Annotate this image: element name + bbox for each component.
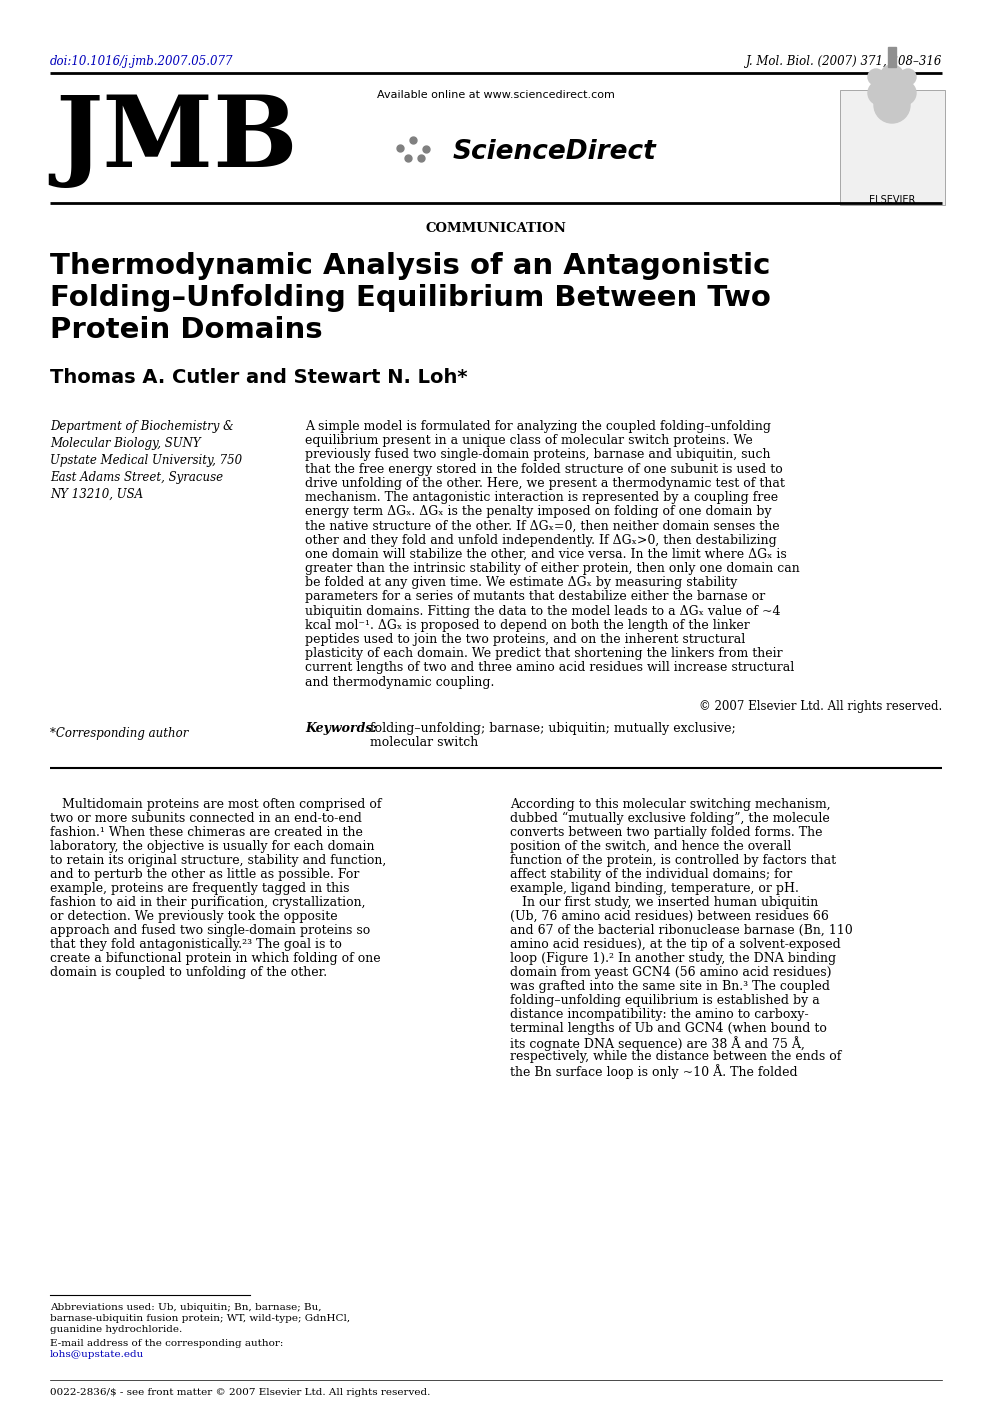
Text: the native structure of the other. If ΔGₓ=0, then neither domain senses the: the native structure of the other. If ΔG… — [305, 519, 780, 532]
Circle shape — [874, 87, 910, 123]
Text: or detection. We previously took the opposite: or detection. We previously took the opp… — [50, 911, 337, 923]
Text: Abbreviations used: Ub, ubiquitin; Bn, barnase; Bu,: Abbreviations used: Ub, ubiquitin; Bn, b… — [50, 1303, 321, 1312]
Text: its cognate DNA sequence) are 38 Å and 75 Å,: its cognate DNA sequence) are 38 Å and 7… — [510, 1037, 805, 1051]
Text: Department of Biochemistry &: Department of Biochemistry & — [50, 419, 234, 434]
Text: to retain its original structure, stability and function,: to retain its original structure, stabil… — [50, 854, 386, 867]
Text: Keywords:: Keywords: — [305, 721, 381, 735]
Text: that they fold antagonistically.²³ The goal is to: that they fold antagonistically.²³ The g… — [50, 939, 342, 951]
Text: East Adams Street, Syracuse: East Adams Street, Syracuse — [50, 471, 223, 484]
Text: Multidomain proteins are most often comprised of: Multidomain proteins are most often comp… — [50, 798, 382, 811]
Text: create a bifunctional protein in which folding of one: create a bifunctional protein in which f… — [50, 953, 381, 965]
Text: the Bn surface loop is only ~10 Å. The folded: the Bn surface loop is only ~10 Å. The f… — [510, 1065, 798, 1079]
Text: molecular switch: molecular switch — [370, 737, 478, 749]
Text: two or more subunits connected in an end-to-end: two or more subunits connected in an end… — [50, 812, 362, 825]
Text: other and they fold and unfold independently. If ΔGₓ>0, then destabilizing: other and they fold and unfold independe… — [305, 533, 777, 547]
Text: affect stability of the individual domains; for: affect stability of the individual domai… — [510, 868, 793, 881]
Text: example, proteins are frequently tagged in this: example, proteins are frequently tagged … — [50, 882, 349, 895]
Circle shape — [868, 69, 884, 86]
Text: loop (Figure 1).² In another study, the DNA binding: loop (Figure 1).² In another study, the … — [510, 953, 836, 965]
Text: be folded at any given time. We estimate ΔGₓ by measuring stability: be folded at any given time. We estimate… — [305, 577, 737, 589]
Circle shape — [892, 81, 916, 105]
Text: In our first study, we inserted human ubiquitin: In our first study, we inserted human ub… — [510, 897, 818, 909]
Text: © 2007 Elsevier Ltd. All rights reserved.: © 2007 Elsevier Ltd. All rights reserved… — [698, 700, 942, 713]
Text: previously fused two single-domain proteins, barnase and ubiquitin, such: previously fused two single-domain prote… — [305, 449, 771, 462]
Text: COMMUNICATION: COMMUNICATION — [426, 222, 566, 234]
Text: current lengths of two and three amino acid residues will increase structural: current lengths of two and three amino a… — [305, 661, 795, 675]
Text: was grafted into the same site in Bn.³ The coupled: was grafted into the same site in Bn.³ T… — [510, 981, 830, 993]
Bar — [888, 46, 896, 67]
Text: 0022-2836/$ - see front matter © 2007 Elsevier Ltd. All rights reserved.: 0022-2836/$ - see front matter © 2007 El… — [50, 1388, 431, 1397]
Text: energy term ΔGₓ. ΔGₓ is the penalty imposed on folding of one domain by: energy term ΔGₓ. ΔGₓ is the penalty impo… — [305, 505, 772, 518]
Text: distance incompatibility: the amino to carboxy-: distance incompatibility: the amino to c… — [510, 1009, 808, 1021]
Bar — [840, 90, 945, 205]
Circle shape — [880, 65, 904, 88]
Text: fashion.¹ When these chimeras are created in the: fashion.¹ When these chimeras are create… — [50, 826, 363, 839]
Text: folding–unfolding; barnase; ubiquitin; mutually exclusive;: folding–unfolding; barnase; ubiquitin; m… — [370, 721, 736, 735]
Text: converts between two partially folded forms. The: converts between two partially folded fo… — [510, 826, 822, 839]
Text: ScienceDirect: ScienceDirect — [453, 139, 657, 166]
Text: parameters for a series of mutants that destabilize either the barnase or: parameters for a series of mutants that … — [305, 591, 765, 603]
Text: guanidine hydrochloride.: guanidine hydrochloride. — [50, 1324, 183, 1334]
Text: peptides used to join the two proteins, and on the inherent structural: peptides used to join the two proteins, … — [305, 633, 745, 645]
Text: drive unfolding of the other. Here, we present a thermodynamic test of that: drive unfolding of the other. Here, we p… — [305, 477, 785, 490]
Text: doi:10.1016/j.jmb.2007.05.077: doi:10.1016/j.jmb.2007.05.077 — [50, 55, 233, 67]
Text: ubiquitin domains. Fitting the data to the model leads to a ΔGₓ value of ~4: ubiquitin domains. Fitting the data to t… — [305, 605, 781, 617]
Text: Folding–Unfolding Equilibrium Between Two: Folding–Unfolding Equilibrium Between Tw… — [50, 283, 771, 311]
Text: Thermodynamic Analysis of an Antagonistic: Thermodynamic Analysis of an Antagonisti… — [50, 253, 771, 281]
Text: approach and fused two single-domain proteins so: approach and fused two single-domain pro… — [50, 925, 370, 937]
Text: fashion to aid in their purification, crystallization,: fashion to aid in their purification, cr… — [50, 897, 365, 909]
Text: According to this molecular switching mechanism,: According to this molecular switching me… — [510, 798, 830, 811]
Text: Molecular Biology, SUNY: Molecular Biology, SUNY — [50, 436, 200, 450]
Text: E-mail address of the corresponding author:: E-mail address of the corresponding auth… — [50, 1338, 284, 1348]
Text: *Corresponding author: *Corresponding author — [50, 727, 188, 739]
Text: example, ligand binding, temperature, or pH.: example, ligand binding, temperature, or… — [510, 882, 799, 895]
Circle shape — [874, 73, 894, 93]
Text: barnase-ubiquitin fusion protein; WT, wild-type; GdnHCl,: barnase-ubiquitin fusion protein; WT, wi… — [50, 1315, 350, 1323]
Text: and thermodynamic coupling.: and thermodynamic coupling. — [305, 676, 494, 689]
Text: position of the switch, and hence the overall: position of the switch, and hence the ov… — [510, 840, 792, 853]
Text: that the free energy stored in the folded structure of one subunit is used to: that the free energy stored in the folde… — [305, 463, 783, 476]
Circle shape — [868, 81, 892, 105]
Text: domain from yeast GCN4 (56 amino acid residues): domain from yeast GCN4 (56 amino acid re… — [510, 967, 831, 979]
Text: ELSEVIER: ELSEVIER — [869, 195, 916, 205]
Text: equilibrium present in a unique class of molecular switch proteins. We: equilibrium present in a unique class of… — [305, 434, 753, 448]
Text: function of the protein, is controlled by factors that: function of the protein, is controlled b… — [510, 854, 836, 867]
Text: folding–unfolding equilibrium is established by a: folding–unfolding equilibrium is establi… — [510, 995, 819, 1007]
Text: J. Mol. Biol. (2007) 371, 308–316: J. Mol. Biol. (2007) 371, 308–316 — [746, 55, 942, 67]
Text: lohs@upstate.edu: lohs@upstate.edu — [50, 1350, 144, 1360]
Text: one domain will stabilize the other, and vice versa. In the limit where ΔGₓ is: one domain will stabilize the other, and… — [305, 547, 787, 561]
Text: plasticity of each domain. We predict that shortening the linkers from their: plasticity of each domain. We predict th… — [305, 647, 783, 661]
Text: terminal lengths of Ub and GCN4 (when bound to: terminal lengths of Ub and GCN4 (when bo… — [510, 1023, 827, 1035]
Text: mechanism. The antagonistic interaction is represented by a coupling free: mechanism. The antagonistic interaction … — [305, 491, 778, 504]
Text: kcal mol⁻¹. ΔGₓ is proposed to depend on both the length of the linker: kcal mol⁻¹. ΔGₓ is proposed to depend on… — [305, 619, 750, 631]
Circle shape — [890, 73, 910, 93]
Text: Available online at www.sciencedirect.com: Available online at www.sciencedirect.co… — [377, 90, 615, 100]
Text: and 67 of the bacterial ribonuclease barnase (Bn, 110: and 67 of the bacterial ribonuclease bar… — [510, 925, 853, 937]
Text: greater than the intrinsic stability of either protein, then only one domain can: greater than the intrinsic stability of … — [305, 563, 800, 575]
Text: Protein Domains: Protein Domains — [50, 316, 322, 344]
Text: and to perturb the other as little as possible. For: and to perturb the other as little as po… — [50, 868, 359, 881]
Text: (Ub, 76 amino acid residues) between residues 66: (Ub, 76 amino acid residues) between res… — [510, 911, 829, 923]
Text: Upstate Medical University, 750: Upstate Medical University, 750 — [50, 455, 242, 467]
Text: Thomas A. Cutler and Stewart N. Loh*: Thomas A. Cutler and Stewart N. Loh* — [50, 368, 467, 387]
Text: NY 13210, USA: NY 13210, USA — [50, 488, 143, 501]
Text: A simple model is formulated for analyzing the coupled folding–unfolding: A simple model is formulated for analyzi… — [305, 419, 771, 434]
Text: laboratory, the objective is usually for each domain: laboratory, the objective is usually for… — [50, 840, 375, 853]
Text: dubbed “mutually exclusive folding”, the molecule: dubbed “mutually exclusive folding”, the… — [510, 812, 829, 825]
Text: domain is coupled to unfolding of the other.: domain is coupled to unfolding of the ot… — [50, 967, 327, 979]
Text: amino acid residues), at the tip of a solvent-exposed: amino acid residues), at the tip of a so… — [510, 939, 841, 951]
Text: respectively, while the distance between the ends of: respectively, while the distance between… — [510, 1051, 841, 1063]
Text: JMB: JMB — [55, 91, 298, 188]
Circle shape — [900, 69, 916, 86]
